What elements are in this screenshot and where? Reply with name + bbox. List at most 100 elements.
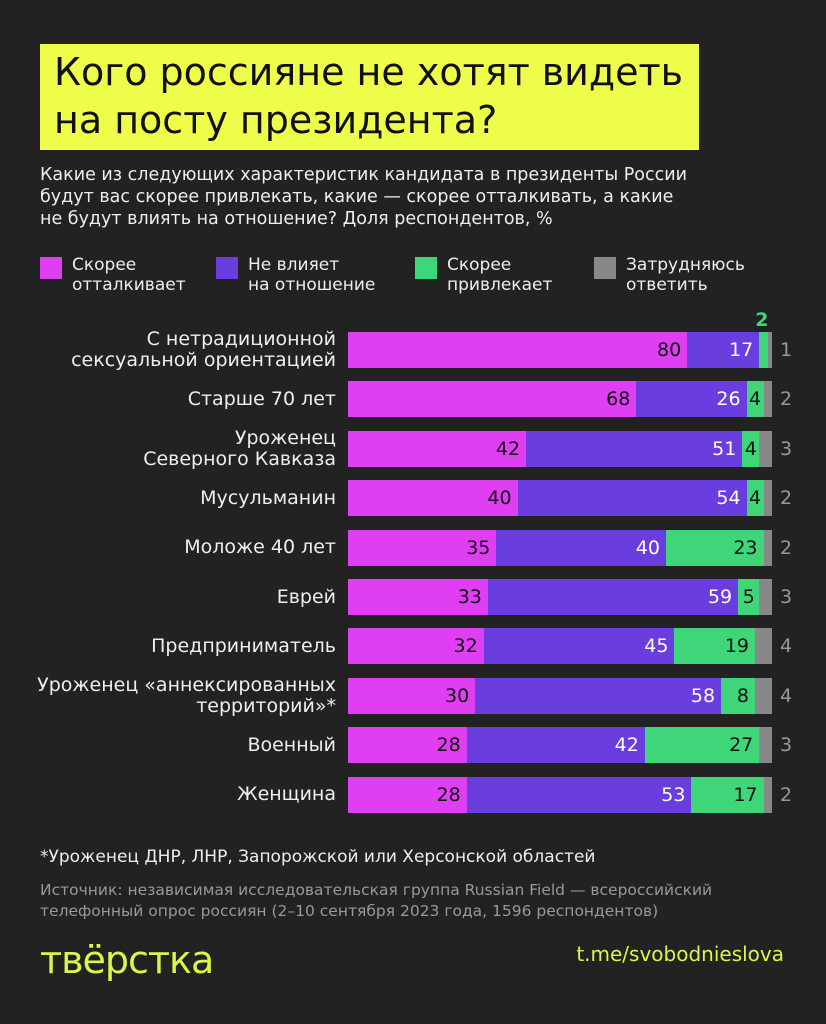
category-label: Уроженец «аннексированных территорий»* bbox=[37, 673, 336, 717]
bar-segment bbox=[526, 430, 743, 467]
bar-segment bbox=[644, 727, 760, 764]
category-label-line: С нетрадиционной bbox=[146, 328, 336, 350]
data-label: 4 bbox=[748, 388, 762, 411]
data-label: 4 bbox=[780, 635, 793, 658]
data-label: 4 bbox=[744, 437, 757, 460]
bar-segment bbox=[348, 727, 467, 764]
category-label: Еврей bbox=[276, 585, 336, 608]
data-label: 17 bbox=[729, 339, 754, 361]
bar-segment bbox=[746, 480, 764, 517]
logo: твёрстка bbox=[40, 938, 214, 982]
bar-segment bbox=[666, 529, 764, 566]
data-label: 53 bbox=[661, 783, 686, 806]
data-label: 23 bbox=[733, 536, 758, 559]
data-label: 68 bbox=[606, 388, 631, 411]
bar-segment bbox=[691, 776, 764, 813]
bar-segment bbox=[759, 430, 772, 467]
data-label: 1 bbox=[780, 339, 793, 361]
bar-segment bbox=[348, 529, 497, 566]
title-line: Кого россияне не хотят видеть bbox=[54, 50, 684, 94]
category-label-line: Моложе 40 лет bbox=[184, 536, 336, 559]
bar-segment bbox=[348, 579, 488, 615]
bar-segment bbox=[738, 579, 760, 615]
data-label: 4 bbox=[780, 684, 793, 707]
category-label-line: Женщина bbox=[237, 783, 336, 806]
legend-label-line: Затрудняюсь bbox=[626, 255, 745, 275]
data-label: 40 bbox=[635, 536, 660, 559]
legend-label-line: Скорее bbox=[72, 255, 137, 275]
data-label: 2 bbox=[780, 388, 793, 411]
bar-segment bbox=[483, 628, 675, 665]
bar-segment bbox=[759, 727, 772, 764]
bar-segment bbox=[721, 677, 756, 714]
subtitle-line: не будут влиять на отношение? Доля респо… bbox=[40, 209, 553, 229]
legend-label-line: привлекает bbox=[447, 275, 553, 295]
legend-label: Скорее привлекает bbox=[447, 255, 552, 295]
data-label: 2 bbox=[780, 783, 793, 806]
data-label: 42 bbox=[495, 437, 521, 460]
data-label: 17 bbox=[733, 783, 758, 806]
category-label: Военный bbox=[247, 733, 336, 756]
category-label: Уроженец Северного Кавказа bbox=[143, 427, 336, 470]
category-label: С нетрадиционной сексуальной ориентацией bbox=[71, 329, 336, 371]
data-label: 2 bbox=[780, 487, 793, 510]
data-label: 3 bbox=[780, 437, 793, 460]
data-label: 40 bbox=[487, 487, 512, 510]
bar-segment bbox=[742, 430, 760, 467]
bar-segment bbox=[755, 677, 772, 714]
data-label: 32 bbox=[453, 635, 478, 658]
legend-label-line: Скорее bbox=[447, 255, 512, 275]
footnote: *Уроженец ДНР, ЛНР, Запорожской или Херс… bbox=[40, 847, 596, 867]
legend-swatch bbox=[594, 257, 616, 279]
data-label: 19 bbox=[724, 635, 750, 658]
bar-segment bbox=[759, 579, 772, 615]
category-label-line: территорий»* bbox=[196, 694, 336, 717]
bar-segment bbox=[348, 628, 484, 665]
data-label: 3 bbox=[780, 734, 793, 757]
data-label: 2 bbox=[755, 309, 769, 331]
data-label: 42 bbox=[614, 734, 639, 757]
data-label: 80 bbox=[657, 339, 682, 361]
category-label-line: Военный bbox=[247, 733, 336, 756]
bar-segment bbox=[763, 776, 772, 813]
bar-segment bbox=[348, 776, 467, 813]
legend-swatch bbox=[216, 257, 238, 279]
bar-segment bbox=[496, 529, 666, 566]
bar-segment bbox=[466, 776, 692, 813]
legend-label-line: Не влияет bbox=[248, 255, 340, 275]
category-label-line: сексуальной ориентацией bbox=[71, 349, 336, 371]
data-label: 28 bbox=[436, 783, 461, 806]
data-label: 35 bbox=[466, 536, 491, 559]
legend-swatch bbox=[40, 257, 62, 279]
data-label: 28 bbox=[436, 734, 461, 757]
bar-segment bbox=[636, 381, 747, 418]
bar-segment bbox=[763, 480, 772, 517]
legend-label-line: ответить bbox=[626, 275, 708, 295]
subtitle-line: будут вас скорее привлекать, какие — ско… bbox=[40, 187, 674, 207]
bar-segment bbox=[475, 677, 722, 714]
bar-segment bbox=[487, 579, 739, 615]
bar-segment bbox=[755, 628, 772, 665]
category-label: Женщина bbox=[237, 784, 336, 805]
bar-segment bbox=[759, 332, 768, 368]
chart-title: Кого россияне не хотят видеть на посту п… bbox=[40, 44, 700, 150]
legend: Скорее отталкивает Не влияет на отношение Ск… bbox=[40, 255, 800, 299]
category-label-line: Уроженец «аннексированных bbox=[37, 673, 336, 696]
title-line: на посту президента? bbox=[54, 98, 498, 142]
bar-segment bbox=[746, 381, 764, 418]
source-line: Источник: независимая исследовательская … bbox=[40, 881, 713, 899]
bar-segment bbox=[348, 677, 476, 714]
channel-link[interactable]: t.me/svobodnieslova bbox=[576, 942, 784, 966]
source: Источник: независимая исследовательская … bbox=[40, 880, 800, 922]
chart-subtitle: Какие из следующих характеристик кандида… bbox=[40, 164, 800, 230]
legend-label: Затрудняюсь ответить bbox=[626, 255, 745, 295]
category-label: Моложе 40 лет bbox=[184, 537, 336, 558]
data-label: 58 bbox=[690, 684, 716, 707]
category-label-line: Предприниматель bbox=[151, 634, 336, 657]
source-line: телефонный опрос россиян (2–10 сентября … bbox=[40, 902, 659, 920]
bar-segment bbox=[348, 480, 518, 517]
category-label: Предприниматель bbox=[151, 634, 336, 657]
category-label-line: Еврей bbox=[276, 585, 336, 608]
